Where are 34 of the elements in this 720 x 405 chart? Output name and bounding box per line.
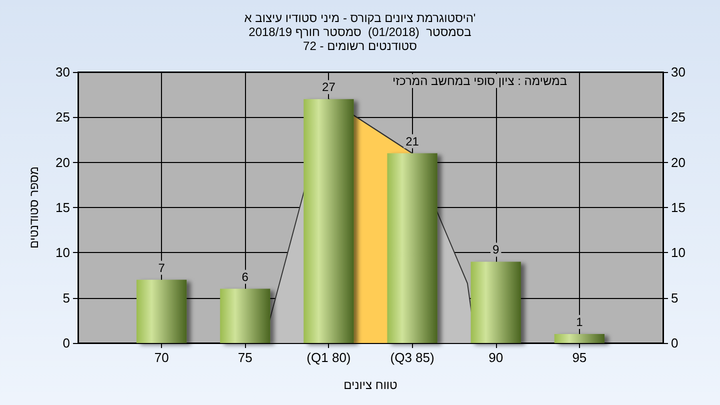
bar	[554, 334, 604, 343]
y2-tick-label: 0	[671, 336, 678, 350]
y-tick-label: 10	[56, 245, 70, 260]
y2-tick-label: 5	[671, 290, 678, 306]
data-label: 7	[158, 260, 166, 275]
y2-tick-label: 10	[671, 245, 686, 260]
annotation: במשימה : ציון סופי במחשב המרכזי	[392, 74, 568, 88]
x-tick-label: (Q1 80)	[306, 350, 351, 365]
bar	[470, 262, 521, 343]
x-axis-title: טווח ציונים	[344, 378, 398, 392]
data-label: 21	[406, 134, 420, 148]
data-label: 9	[492, 242, 500, 257]
y-tick-label: 15	[56, 200, 70, 215]
bar	[136, 280, 187, 343]
y-tick-label: 5	[62, 290, 70, 306]
y-tick-label: 0	[62, 336, 70, 350]
y2-tick-label: 20	[671, 154, 686, 170]
y-tick-label: 30	[56, 64, 70, 80]
data-label: 6	[242, 270, 249, 284]
y2-tick-label: 25	[671, 110, 686, 125]
chart-title: היסטוגרמת ציונים בקורס - מיני סטודיו עיצוב א' בסמסטר (01/2018) סמסטר חורף 2018/19 סטודנטים רשומים - 72	[244, 11, 476, 53]
y2-tick-label: 15	[671, 200, 686, 215]
y-tick-label: 25	[56, 110, 70, 125]
x-tick-label: (Q3 85)	[390, 350, 434, 365]
y2-tick-label: 30	[671, 64, 686, 80]
bar	[220, 288, 270, 343]
y-tick-label: 20	[56, 154, 70, 170]
data-label: 1	[576, 314, 584, 329]
x-tick-label: 70	[154, 350, 169, 365]
y-axis-title: מספר סטודנטים	[27, 166, 41, 249]
x-tick-label: 95	[572, 350, 587, 365]
x-tick-label: 75	[238, 350, 252, 365]
x-tick-label: 90	[488, 350, 504, 365]
data-label: 27	[322, 80, 336, 94]
